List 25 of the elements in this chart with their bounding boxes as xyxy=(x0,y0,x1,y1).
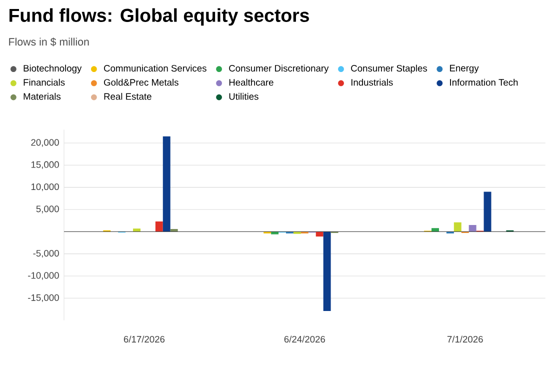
y-tick-label: 15,000 xyxy=(31,161,59,169)
legend-label: Gold&Prec Metals xyxy=(104,78,178,86)
legend-label: Consumer Staples xyxy=(351,64,428,74)
y-tick-label: 5,000 xyxy=(36,206,59,214)
legend-label: Healthcare xyxy=(229,78,274,86)
x-tick-label: 7/1/2026 xyxy=(447,336,483,343)
legend-label: Industrials xyxy=(351,78,393,86)
legend-label: Information Tech xyxy=(450,78,518,86)
legend-label: Real Estate xyxy=(104,92,152,100)
chart-title: Fund flows: Global equity sectors xyxy=(10,8,309,26)
legend-label: Utilities xyxy=(229,92,258,100)
y-tick-label: 10,000 xyxy=(31,183,59,192)
legend-label: Consumer Discretionary xyxy=(229,64,329,74)
y-tick-label: -15,000 xyxy=(28,294,59,302)
x-tick-label: 6/24/2026 xyxy=(284,336,325,343)
y-tick-label: -10,000 xyxy=(28,272,59,280)
legend-label: Energy xyxy=(450,64,479,74)
legend-label: Materials xyxy=(24,92,61,100)
y-tick-label: -5,000 xyxy=(33,250,59,258)
chart-subtitle: Flows in $ million xyxy=(9,38,89,46)
x-tick-label: 6/17/2026 xyxy=(124,336,165,343)
legend-label: Financials xyxy=(24,78,65,86)
legend-label: Biotechnology xyxy=(24,64,82,74)
y-tick-label: 20,000 xyxy=(31,139,59,147)
legend-label: Communication Services xyxy=(104,64,206,72)
